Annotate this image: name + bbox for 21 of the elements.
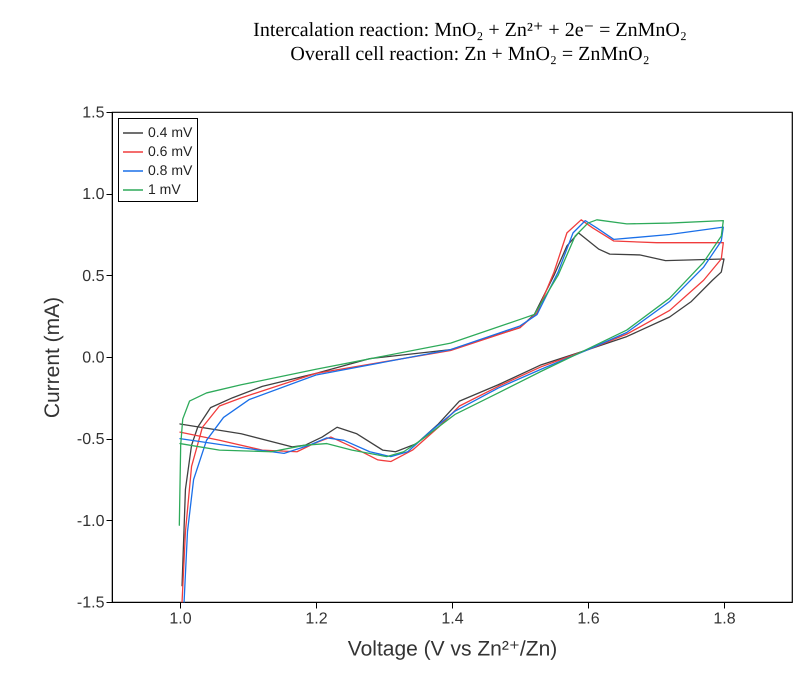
- y-tick-label: 1.5: [82, 104, 105, 122]
- legend-label: 1 mV: [148, 181, 182, 197]
- legend-label: 0.6 mV: [148, 143, 194, 159]
- x-tick-label: 1.4: [441, 610, 464, 628]
- y-tick-label: -0.5: [76, 431, 105, 448]
- chart-title: Intercalation reaction: MnO₂ + Zn²⁺ + 2e⁻ = ZnMnO₂: [253, 19, 687, 41]
- x-axis-title: Voltage (V vs Zn²⁺/Zn): [348, 638, 558, 660]
- x-tick-label: 1.8: [713, 610, 736, 628]
- y-tick-label: 0.5: [82, 268, 105, 285]
- line-series: [178, 219, 724, 526]
- legend-label: 0.8 mV: [148, 162, 194, 178]
- y-tick-label: -1.0: [76, 512, 105, 530]
- chart-subtitle: Overall cell reaction: Zn + MnO₂ = ZnMnO₂: [290, 43, 650, 65]
- y-tick-label: -1.5: [76, 594, 105, 612]
- x-tick-label: 1.2: [305, 610, 328, 628]
- y-axis-title: Current (mA): [40, 296, 64, 418]
- x-tick-label: 1.6: [577, 610, 600, 628]
- x-tick-label: 1.0: [169, 610, 192, 628]
- y-tick-label: 0.0: [82, 350, 105, 366]
- y-tick-label: 1.0: [82, 186, 105, 204]
- legend-label: 0.4 mV: [148, 124, 194, 140]
